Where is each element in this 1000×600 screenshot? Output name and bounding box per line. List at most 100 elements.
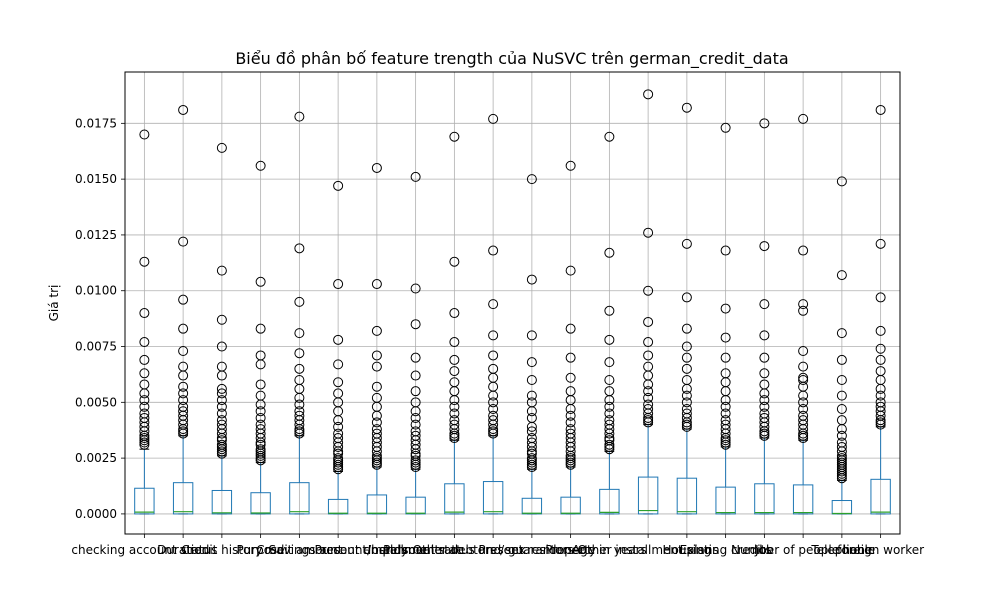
outlier-point <box>526 274 537 285</box>
outlier-point <box>759 379 770 390</box>
outlier-point <box>526 174 537 185</box>
outlier-point <box>604 439 615 450</box>
y-tick-label: 0.0175 <box>75 116 117 130</box>
outlier-point <box>681 419 692 430</box>
outlier-point <box>449 377 460 388</box>
outlier-point <box>836 415 847 426</box>
x-tick-label: Credit history <box>181 543 262 557</box>
outlier-point <box>875 238 886 249</box>
outlier-point <box>333 453 344 464</box>
outlier-point <box>875 292 886 303</box>
outlier-point <box>681 397 692 408</box>
x-tick-label: foreign worker <box>837 543 924 557</box>
x-tick-label: Other installment plans <box>578 543 719 557</box>
y-tick-label: 0.0150 <box>75 172 117 186</box>
box-group <box>366 162 388 515</box>
outlier-point <box>294 410 305 421</box>
outlier-point <box>604 131 615 142</box>
x-tick-label: Present residence <box>478 543 585 557</box>
outlier-point <box>371 381 382 392</box>
outlier-point <box>565 457 576 468</box>
outlier-point <box>178 294 189 305</box>
outlier-point <box>565 160 576 171</box>
outlier-point <box>798 372 809 383</box>
outlier-point <box>488 363 499 374</box>
box-layer <box>134 89 891 515</box>
outlier-point <box>371 428 382 439</box>
box-group <box>482 113 504 515</box>
outlier-point <box>875 325 886 336</box>
outlier-point <box>798 113 809 124</box>
x-tick-label: Property <box>545 543 596 557</box>
outlier-point <box>565 417 576 428</box>
outlier-point <box>798 415 809 426</box>
outlier-point <box>449 419 460 430</box>
outlier-point <box>488 350 499 361</box>
outlier-point <box>410 426 421 437</box>
outlier-point <box>255 424 266 435</box>
outlier-point <box>875 390 886 401</box>
outlier-point <box>216 265 227 276</box>
outlier-point <box>449 430 460 441</box>
outlier-point <box>565 424 576 435</box>
x-tick-label: Existing credits <box>680 543 772 557</box>
outlier-point <box>720 435 731 446</box>
outlier-point <box>178 426 189 437</box>
outlier-point <box>836 390 847 401</box>
outlier-point <box>488 245 499 256</box>
outlier-point <box>255 419 266 430</box>
outlier-point <box>449 354 460 365</box>
outlier-point <box>410 455 421 466</box>
grid-layer <box>125 72 900 534</box>
box <box>715 486 736 515</box>
outlier-point <box>798 299 809 310</box>
outlier-point <box>216 419 227 430</box>
outlier-point <box>720 122 731 133</box>
outlier-point <box>643 285 654 296</box>
box-group <box>560 160 581 515</box>
box <box>482 481 504 515</box>
outlier-point <box>294 348 305 359</box>
outlier-point <box>294 399 305 410</box>
y-axis-label: Giá trị <box>47 285 61 322</box>
x-tick-label: Credit amount <box>256 543 342 557</box>
outlier-point <box>643 316 654 327</box>
outlier-point <box>604 435 615 446</box>
box-group <box>405 171 426 515</box>
x-tick-label: Personal status and sex <box>383 543 525 557</box>
outlier-point <box>643 337 654 348</box>
outlier-point <box>333 334 344 345</box>
outlier-point <box>759 330 770 341</box>
x-tick-label: Other debtors / guarantors <box>413 543 574 557</box>
box-group <box>599 131 620 515</box>
outlier-point <box>178 323 189 334</box>
plot-frame <box>124 71 901 535</box>
outlier-point <box>643 350 654 361</box>
x-tick-label: Number of people liable <box>731 543 875 557</box>
box-group <box>521 174 543 515</box>
outlier-point <box>681 341 692 352</box>
outlier-point <box>798 345 809 356</box>
outlier-point <box>604 334 615 345</box>
outlier-point <box>178 345 189 356</box>
outlier-point <box>294 328 305 339</box>
outlier-point <box>836 430 847 441</box>
outlier-point <box>565 372 576 383</box>
outlier-point <box>449 408 460 419</box>
outlier-point <box>333 180 344 191</box>
outlier-point <box>294 426 305 437</box>
outlier-point <box>449 131 460 142</box>
y-tick-label: 0.0100 <box>75 284 117 298</box>
outlier-point <box>371 361 382 372</box>
chart-title: Biểu đồ phân bố feature trength của NuSV… <box>235 49 788 69</box>
outlier-point <box>526 397 537 408</box>
outlier-point <box>875 354 886 365</box>
box-group <box>870 104 891 515</box>
outlier-point <box>759 395 770 406</box>
box-group <box>134 129 155 515</box>
box <box>250 492 271 515</box>
box-group <box>676 102 698 515</box>
outlier-point <box>449 415 460 426</box>
outlier-point <box>720 439 731 450</box>
